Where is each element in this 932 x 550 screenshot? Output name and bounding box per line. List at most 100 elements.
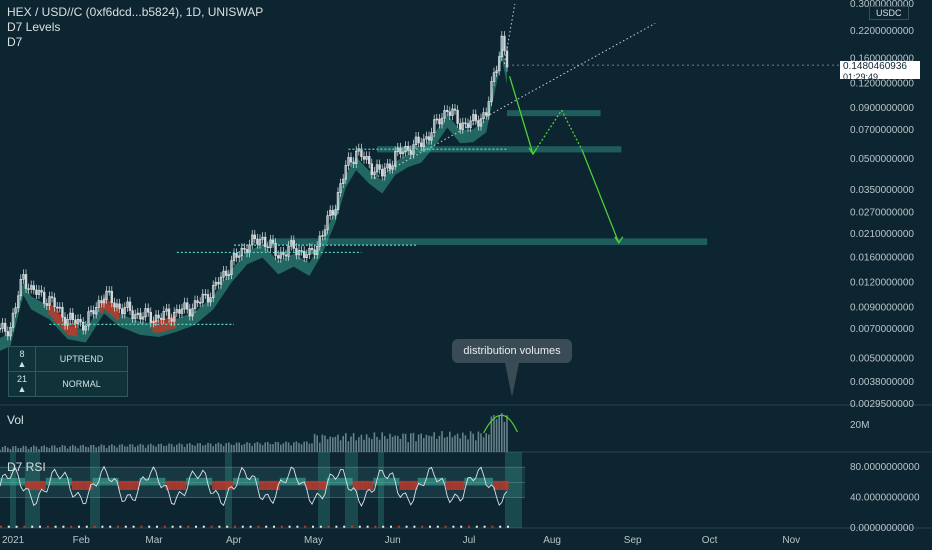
bearish-cloud bbox=[168, 317, 171, 330]
candle-body bbox=[500, 35, 503, 57]
volume-bar bbox=[186, 443, 188, 452]
volume-bar bbox=[105, 448, 108, 452]
rsi-bull-fill bbox=[287, 477, 291, 486]
volume-bar bbox=[215, 443, 217, 452]
volume-bar bbox=[196, 443, 199, 452]
rsi-signal-dot bbox=[132, 525, 135, 528]
rsi-signal-dot bbox=[70, 525, 73, 528]
candle-body bbox=[443, 110, 446, 119]
rsi-bear-fill bbox=[227, 480, 231, 490]
rsi-bull-fill bbox=[467, 477, 470, 486]
candle-body bbox=[16, 295, 20, 309]
rsi-signal-dot bbox=[421, 525, 424, 528]
volume-bar bbox=[360, 434, 363, 452]
candle-body bbox=[469, 120, 472, 128]
rsi-bear-fill bbox=[368, 480, 371, 490]
last-price-label: 0.1480460936 01:29:49 bbox=[840, 61, 920, 82]
indicator-d7[interactable]: D7 bbox=[7, 35, 23, 49]
candle-body bbox=[419, 142, 423, 148]
volume-bar bbox=[118, 444, 121, 452]
rsi-bull-fill bbox=[430, 477, 434, 486]
volume-bar bbox=[155, 446, 157, 452]
candle-body bbox=[336, 192, 340, 210]
rsi-bear-fill bbox=[500, 480, 504, 490]
price-tick-label: 0.2200000000 bbox=[850, 26, 914, 37]
symbol-title[interactable]: HEX / USD//C (0xf6dcd...b5824), 1D, UNIS… bbox=[7, 5, 264, 19]
rsi-bull-fill bbox=[22, 477, 25, 486]
price-tick-label: 0.0029500000 bbox=[850, 399, 914, 410]
indicator-d7-levels[interactable]: D7 Levels bbox=[7, 20, 61, 34]
candle-body bbox=[40, 290, 43, 293]
candle-body bbox=[178, 309, 181, 314]
rsi-bull-fill bbox=[162, 477, 166, 486]
candle-body bbox=[206, 294, 210, 303]
candle-body bbox=[305, 254, 308, 258]
rsi-bear-fill bbox=[79, 480, 83, 490]
rsi-pane-label[interactable]: D7 RSI bbox=[7, 460, 46, 474]
volume-bar bbox=[230, 444, 233, 452]
rsi-bull-fill bbox=[253, 477, 257, 486]
rsi-signal-dot bbox=[280, 525, 283, 528]
rsi-highlight bbox=[10, 452, 16, 528]
bearish-cloud bbox=[155, 319, 158, 333]
rsi-bull-fill bbox=[290, 477, 293, 486]
date-tick-label: May bbox=[304, 535, 323, 546]
candle-body bbox=[48, 296, 51, 306]
candle-body bbox=[492, 72, 496, 82]
volume-bar bbox=[425, 434, 428, 452]
candle-body bbox=[84, 325, 88, 331]
rsi-signal-dot bbox=[124, 525, 127, 528]
rsi-bear-fill bbox=[168, 480, 171, 490]
candle-body bbox=[53, 297, 56, 308]
rsi-bull-fill bbox=[6, 477, 10, 486]
candle-body bbox=[66, 318, 69, 326]
volume-bar bbox=[51, 445, 53, 452]
volume-bar bbox=[389, 433, 391, 452]
candle-body bbox=[160, 317, 163, 320]
volume-bar bbox=[477, 431, 480, 452]
volume-bar bbox=[189, 443, 191, 452]
price-tick-label: 0.0120000000 bbox=[850, 278, 914, 289]
rsi-bear-fill bbox=[38, 480, 41, 490]
candle-body bbox=[19, 279, 22, 297]
rsi-bull-fill bbox=[381, 477, 384, 486]
rsi-bear-fill bbox=[357, 480, 361, 490]
bearish-cloud bbox=[58, 314, 62, 327]
candle-body bbox=[157, 314, 160, 319]
candle-body bbox=[482, 112, 485, 120]
volume-bar bbox=[443, 437, 446, 452]
rsi-signal-dot bbox=[335, 525, 338, 528]
rsi-bear-fill bbox=[181, 480, 184, 490]
candle-body bbox=[45, 303, 49, 306]
date-tick-label: Apr bbox=[226, 535, 242, 546]
volume-bar bbox=[287, 442, 290, 452]
rsi-signal-dot bbox=[226, 525, 229, 528]
volume-bar bbox=[113, 445, 116, 452]
candle-body bbox=[354, 150, 358, 164]
volume-bar bbox=[181, 444, 183, 452]
candle-body bbox=[22, 274, 25, 280]
rsi-bull-fill bbox=[58, 477, 62, 486]
rsi-bull-fill bbox=[45, 477, 49, 486]
candle-body bbox=[339, 183, 342, 193]
volume-bar bbox=[150, 443, 152, 452]
volume-pane-label[interactable]: Vol bbox=[7, 413, 24, 427]
rsi-signal-dot bbox=[397, 525, 400, 528]
rsi-bull-fill bbox=[300, 477, 304, 486]
candle-body bbox=[50, 296, 54, 299]
volume-bar bbox=[420, 433, 422, 452]
price-tick-label: 0.0700000000 bbox=[850, 125, 914, 136]
rsi-signal-dot bbox=[327, 525, 330, 528]
volume-bar bbox=[22, 445, 25, 452]
rsi-bear-fill bbox=[503, 480, 506, 490]
candle-body bbox=[61, 306, 64, 318]
volume-bar bbox=[254, 443, 256, 452]
rsi-bear-fill bbox=[123, 480, 127, 490]
currency-badge[interactable]: USDC bbox=[869, 6, 909, 20]
rsi-bear-fill bbox=[456, 480, 460, 490]
candle-body bbox=[266, 246, 269, 249]
rsi-bear-fill bbox=[212, 480, 215, 490]
volume-bar bbox=[498, 415, 500, 452]
trend-table: 8 ▲ UPTREND 21 ▲ NORMAL bbox=[8, 346, 128, 397]
